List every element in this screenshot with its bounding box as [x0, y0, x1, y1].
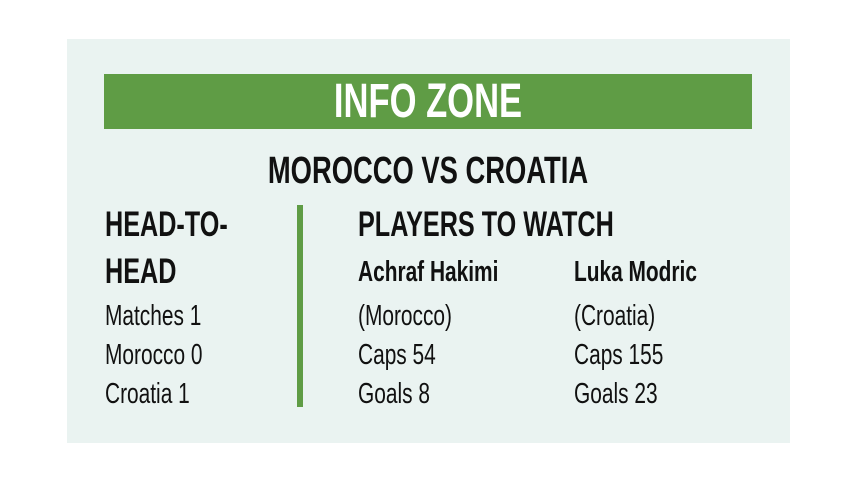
info-zone-title: INFO ZONE [333, 75, 523, 128]
title-bar [104, 74, 752, 129]
player-country: (Morocco) [358, 300, 452, 332]
player-caps: Caps 155 [574, 339, 664, 371]
h2h-croatia: Croatia 1 [105, 378, 190, 410]
h2h-morocco: Morocco 0 [105, 339, 203, 371]
column-divider [297, 205, 303, 407]
match-title: MOROCCO VS CROATIA [267, 150, 589, 192]
head-to-head-title-2: HEAD [105, 252, 177, 291]
player-name: Luka Modric [574, 256, 697, 288]
players-title: PLAYERS TO WATCH [358, 205, 614, 244]
player-name: Achraf Hakimi [358, 256, 499, 288]
player-country: (Croatia) [574, 300, 656, 332]
head-to-head-title-1: HEAD-TO- [105, 205, 228, 244]
player-caps: Caps 54 [358, 339, 436, 371]
player-goals: Goals 8 [358, 378, 430, 410]
h2h-matches: Matches 1 [105, 300, 202, 332]
player-goals: Goals 23 [574, 378, 658, 410]
